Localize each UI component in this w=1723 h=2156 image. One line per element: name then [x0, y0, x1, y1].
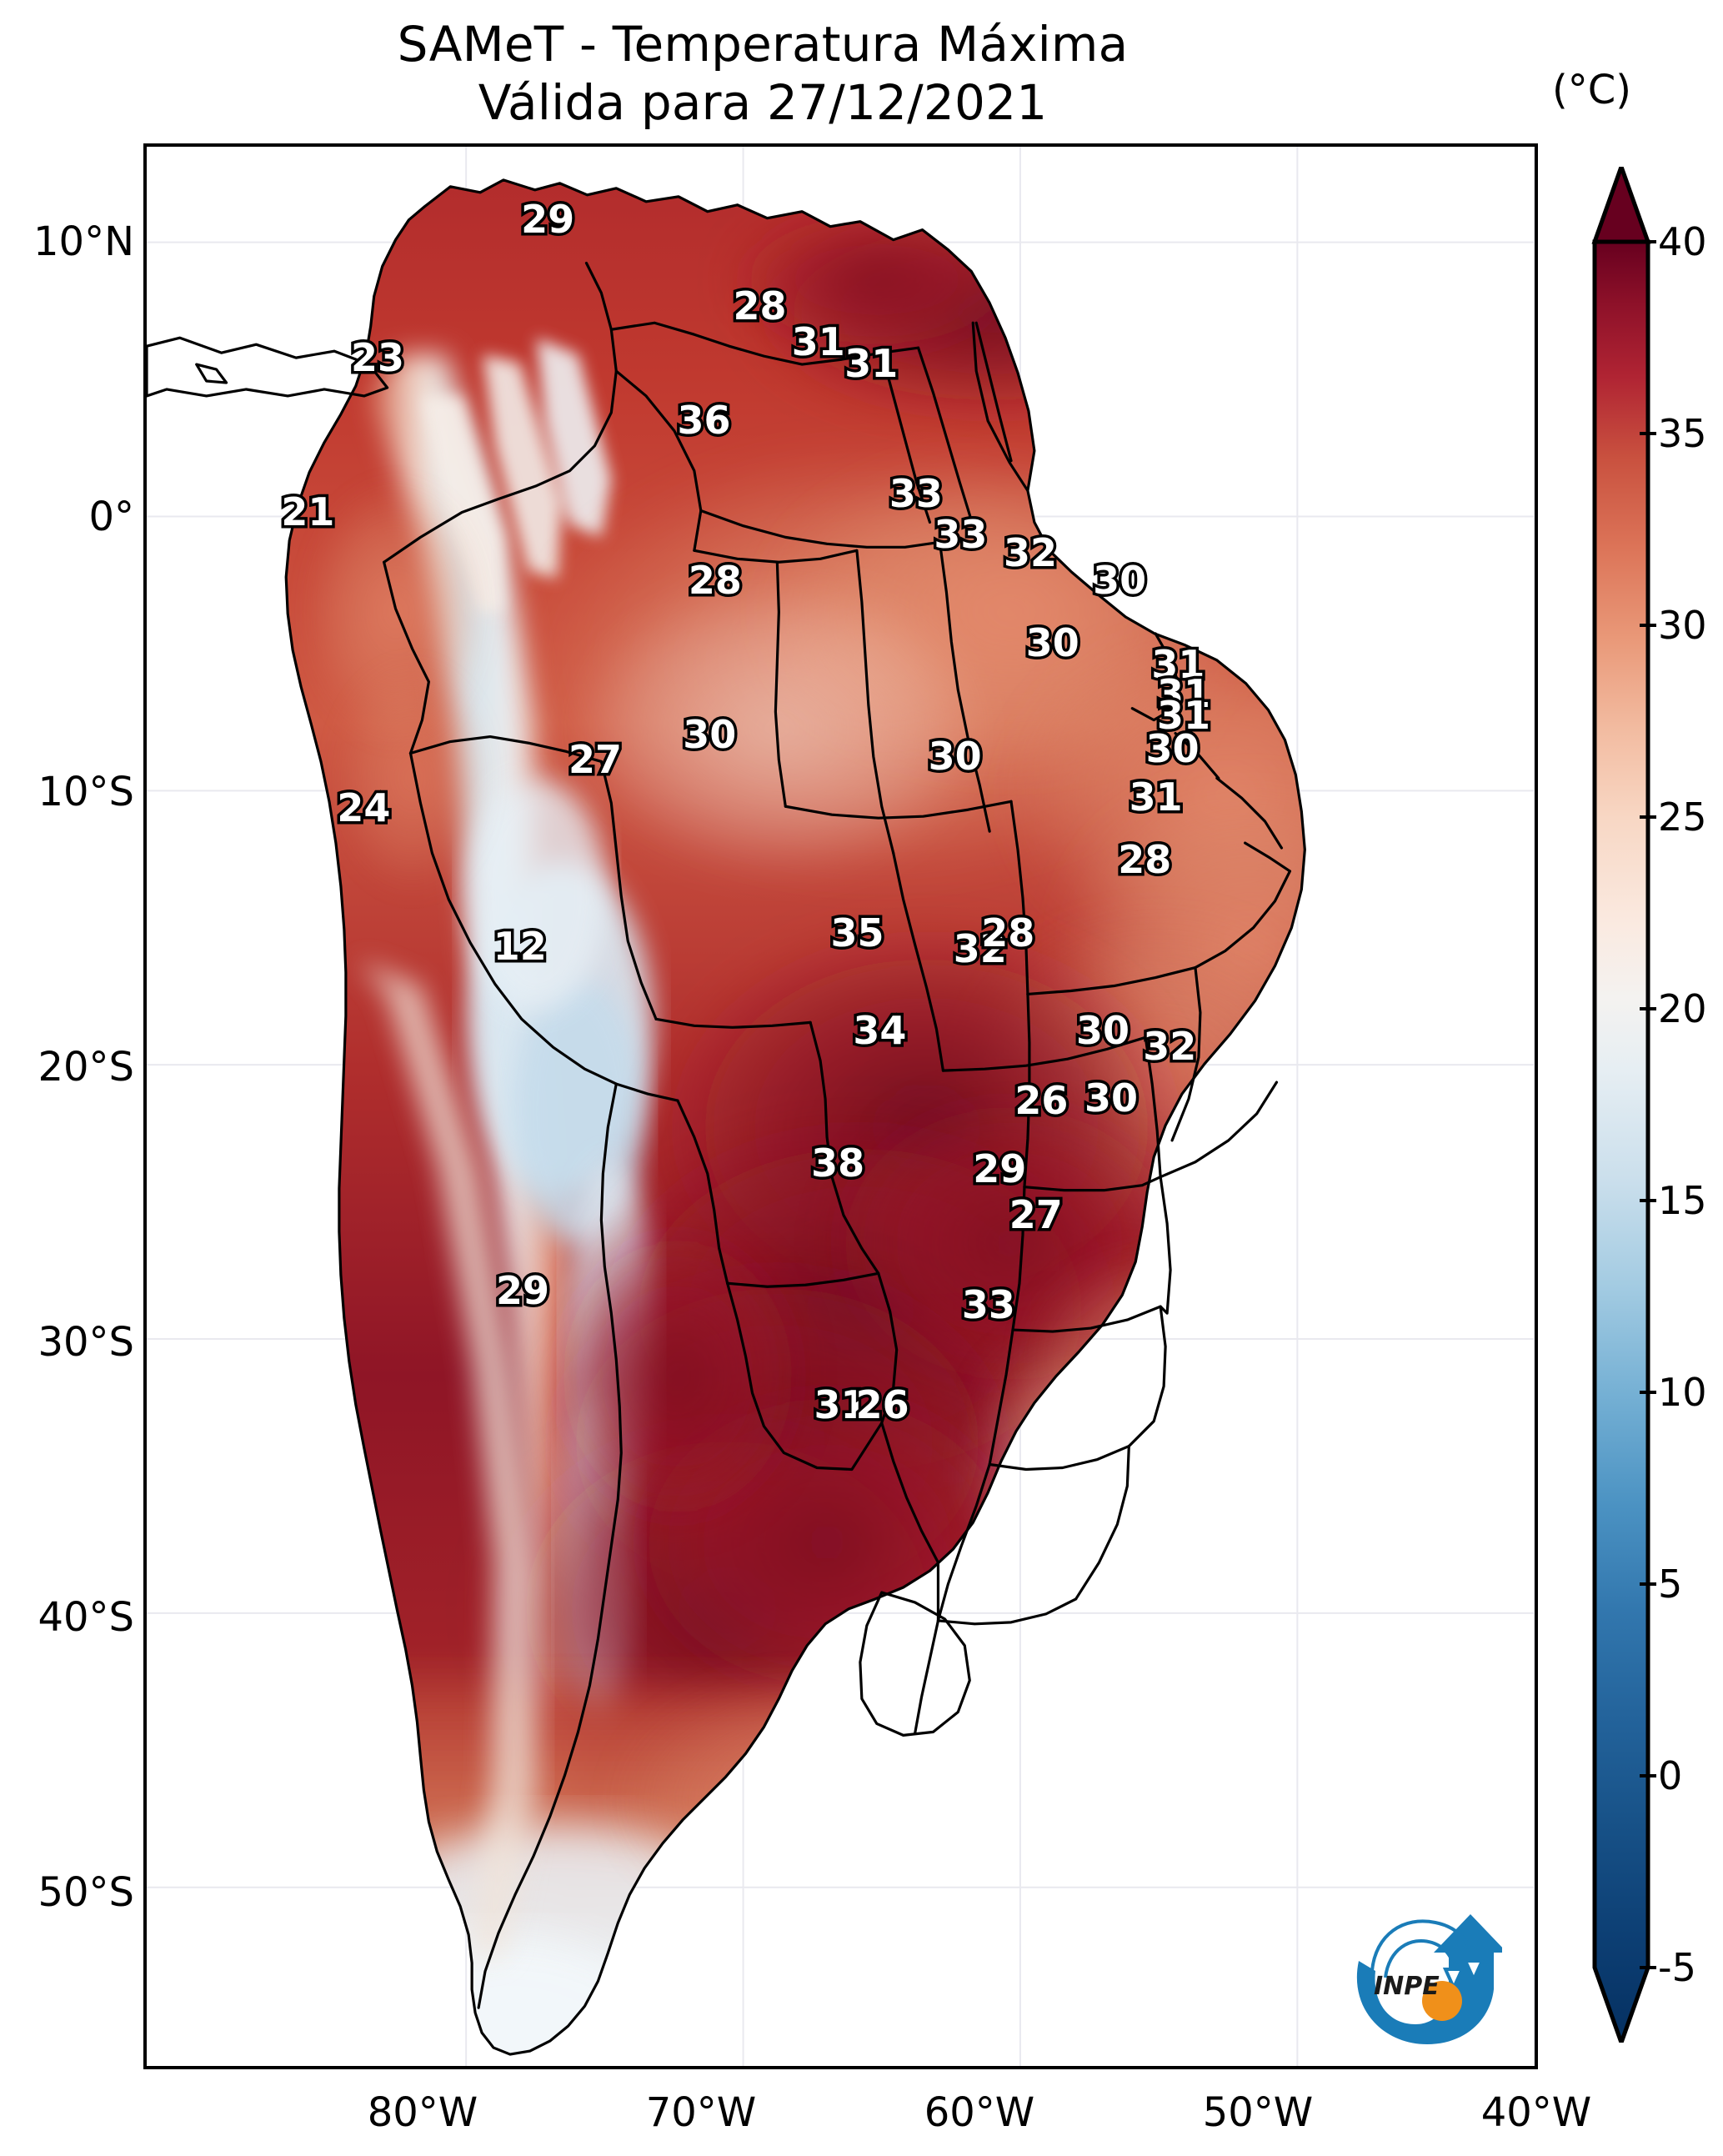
- colorbar-tick-25: 25: [1658, 795, 1707, 840]
- temperature-value-label: 34: [850, 1005, 909, 1055]
- temperature-value-label: 21: [278, 487, 338, 538]
- temperature-value-label: 30: [1023, 617, 1082, 668]
- temperature-value-label: 30: [1143, 723, 1202, 774]
- lat-tick-40s: 40°S: [38, 1594, 134, 1641]
- colorbar-tick-15: 15: [1658, 1178, 1707, 1223]
- colorbar-tick-35: 35: [1658, 411, 1707, 456]
- colorbar-tick-30: 30: [1658, 603, 1707, 648]
- lat-tick-50s: 50°S: [38, 1869, 134, 1916]
- colorbar-tick-mark: [1640, 1391, 1656, 1394]
- temperature-value-label: 28: [685, 554, 744, 605]
- colorbar-tick-mark: [1640, 1199, 1656, 1202]
- chart-title-line2: Válida para 27/12/2021: [478, 74, 1048, 131]
- lat-tick-30s: 30°S: [38, 1319, 134, 1366]
- lat-tick-0: 0°: [88, 494, 134, 540]
- chart-title-block: SAMeT - Temperatura Máxima Válida para 2…: [0, 15, 1525, 132]
- colorbar-tick-mark: [1640, 1774, 1656, 1777]
- colorbar-tick-mark: [1640, 1966, 1656, 1969]
- lat-tick-10s: 10°S: [38, 769, 134, 815]
- colorbar-tick-10: 10: [1658, 1370, 1707, 1415]
- temperature-value-label: 35: [828, 907, 887, 958]
- temperature-value-label: 33: [959, 1279, 1018, 1330]
- temperature-value-label: 28: [730, 281, 789, 332]
- lon-tick-50w: 50°W: [1202, 2089, 1314, 2136]
- lon-tick-60w: 60°W: [924, 2089, 1035, 2136]
- inpe-wordmark: INPE: [1374, 1972, 1440, 2001]
- colorbar: 40 35 30 25 20 15 10 5 0 -5: [1588, 167, 1721, 2043]
- temperature-value-label: 31: [1155, 669, 1214, 720]
- colorbar-tick-mark: [1640, 1007, 1656, 1010]
- temperature-value-label: 32: [1140, 1021, 1200, 1072]
- colorbar-tick-mark: [1640, 240, 1656, 243]
- inpe-outer-arc-icon: [1370, 1919, 1475, 1972]
- temperature-value-label: 27: [566, 734, 625, 785]
- temperature-value-label: 31: [789, 316, 848, 367]
- temperature-value-label: 29: [518, 194, 578, 245]
- temperature-value-label: 27: [1006, 1190, 1065, 1241]
- temperature-value-label: 31: [1155, 690, 1214, 741]
- colorbar-tick-0: 0: [1658, 1753, 1683, 1798]
- temperature-value-label: 26: [1012, 1075, 1071, 1126]
- temperature-value-label: 30: [925, 731, 984, 782]
- colorbar-tick-40: 40: [1658, 219, 1707, 264]
- inpe-inner-arrowhead-icon: [1442, 1968, 1465, 1992]
- map-axes: [143, 143, 1538, 2069]
- administrative-boundaries: [147, 178, 1306, 2056]
- temperature-value-label: 31: [1126, 772, 1185, 823]
- temperature-value-label: 24: [334, 783, 393, 834]
- temperature-value-label: 28: [979, 907, 1038, 958]
- temperature-value-label: 26: [853, 1379, 912, 1430]
- lon-tick-70w: 70°W: [645, 2089, 757, 2136]
- colorbar-tick-mark: [1640, 1582, 1656, 1586]
- inpe-orange-dot-icon: [1422, 1981, 1462, 2021]
- lon-tick-80w: 80°W: [367, 2089, 478, 2136]
- temperature-value-label: 36: [674, 394, 734, 445]
- temperature-value-label: 30: [680, 709, 739, 760]
- inpe-logo: INPE: [1356, 1914, 1502, 2044]
- colorbar-gradient: [1591, 167, 1651, 2043]
- temperature-value-label: 12: [490, 921, 549, 972]
- temperature-value-label: 31: [1149, 639, 1208, 689]
- temperature-value-label: 28: [1115, 834, 1175, 885]
- temperature-value-label: 38: [809, 1138, 868, 1189]
- temperature-value-label: 29: [970, 1143, 1029, 1194]
- temperature-value-label: 32: [950, 924, 1009, 975]
- colorbar-tick-20: 20: [1658, 986, 1707, 1031]
- temperature-value-label: 33: [886, 468, 945, 519]
- temperature-value-label: 29: [493, 1266, 553, 1316]
- colorbar-tick-5: 5: [1658, 1562, 1683, 1607]
- lat-tick-10n: 10°N: [33, 218, 134, 265]
- colorbar-tick-mark: [1640, 432, 1656, 435]
- inpe-outer-arrowhead-icon: [1462, 1959, 1485, 1983]
- temperature-value-label: 32: [1001, 528, 1060, 579]
- lon-tick-40w: 40°W: [1480, 2089, 1592, 2136]
- temperature-value-label: 30: [1090, 554, 1150, 605]
- inpe-swoosh-icon: [1356, 1914, 1502, 2044]
- colorbar-unit-label: (°C): [1552, 67, 1631, 113]
- temperature-value-label: 30: [1082, 1073, 1141, 1124]
- temperature-value-label: 30: [1074, 1005, 1133, 1055]
- chart-title-line1: SAMeT - Temperatura Máxima: [397, 16, 1129, 73]
- temperature-value-label: 33: [931, 509, 990, 559]
- lat-tick-20s: 20°S: [38, 1044, 134, 1091]
- inpe-inner-arc-icon: [1384, 1939, 1456, 1978]
- colorbar-tick-minus5: -5: [1658, 1945, 1696, 1990]
- colorbar-tick-mark: [1640, 815, 1656, 819]
- colorbar-tick-mark: [1640, 624, 1656, 627]
- temperature-value-label: 23: [348, 333, 408, 384]
- temperature-value-label: 31: [842, 338, 901, 389]
- temperature-value-label: 31: [811, 1379, 870, 1430]
- temperature-map: [147, 147, 1535, 2066]
